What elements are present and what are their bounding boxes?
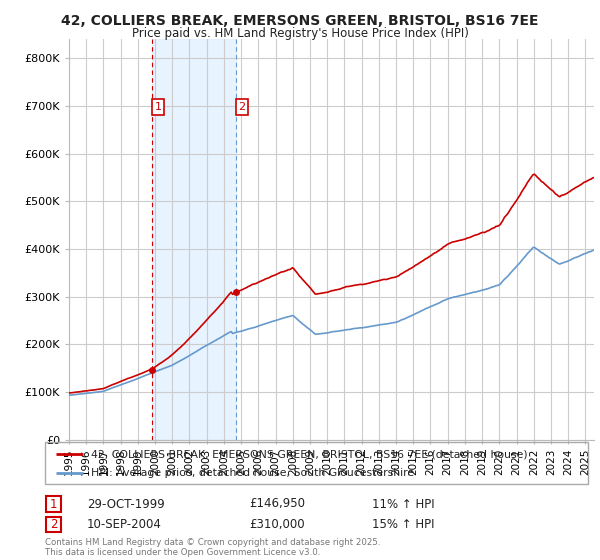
Text: 1: 1	[155, 102, 162, 112]
Text: 42, COLLIERS BREAK, EMERSONS GREEN, BRISTOL, BS16 7EE: 42, COLLIERS BREAK, EMERSONS GREEN, BRIS…	[61, 14, 539, 28]
Text: £310,000: £310,000	[249, 518, 305, 531]
Text: 42, COLLIERS BREAK, EMERSONS GREEN, BRISTOL, BS16 7EE (detached house): 42, COLLIERS BREAK, EMERSONS GREEN, BRIS…	[91, 449, 528, 459]
Text: 10-SEP-2004: 10-SEP-2004	[87, 518, 162, 531]
Text: 15% ↑ HPI: 15% ↑ HPI	[372, 518, 434, 531]
Text: 1: 1	[50, 497, 57, 511]
Text: 11% ↑ HPI: 11% ↑ HPI	[372, 497, 434, 511]
Text: Price paid vs. HM Land Registry's House Price Index (HPI): Price paid vs. HM Land Registry's House …	[131, 27, 469, 40]
Text: 2: 2	[50, 518, 57, 531]
Bar	[152, 39, 236, 440]
Text: 29-OCT-1999: 29-OCT-1999	[87, 497, 165, 511]
Text: £146,950: £146,950	[249, 497, 305, 511]
Text: 2: 2	[239, 102, 245, 112]
Text: HPI: Average price, detached house, South Gloucestershire: HPI: Average price, detached house, Sout…	[91, 468, 414, 478]
Text: Contains HM Land Registry data © Crown copyright and database right 2025.
This d: Contains HM Land Registry data © Crown c…	[45, 538, 380, 557]
